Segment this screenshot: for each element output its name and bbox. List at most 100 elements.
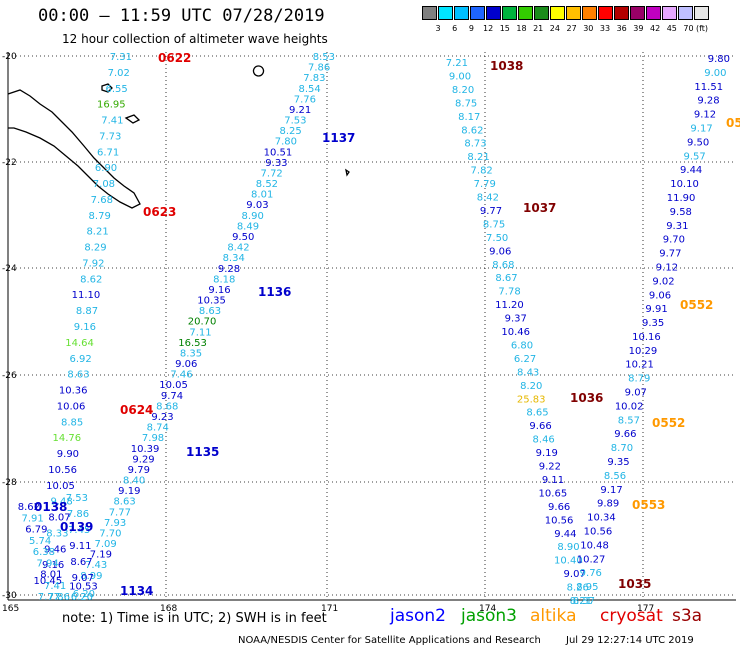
pass-time-label: 0623 [143,205,176,219]
wave-height-value: 9.23 [151,412,173,423]
wave-height-value: 10.05 [46,481,75,492]
wave-height-value: 8.29 [84,243,106,254]
legend-label: 21 [533,24,544,33]
wave-height-value: 8.90 [242,211,264,222]
chart-title: 00:00 – 11:59 UTC 07/28/2019 [38,6,325,26]
wave-height-value: 9.48 [50,497,72,508]
wave-height-value: 9.12 [656,262,678,273]
satellite-jason2: jason2 [390,606,446,626]
lat-tick-label: -28 [2,478,17,488]
pass-time-label: 0624 [120,403,153,417]
wave-height-value: 8.63 [199,306,221,317]
wave-height-value: 8.42 [227,243,249,254]
wave-height-value: 9.31 [666,221,688,232]
wave-height-value: 6.90 [95,163,117,174]
wave-height-value: 7.41 [101,116,123,127]
legend-label: 6 [452,24,458,33]
wave-height-value: 8.75 [455,98,477,109]
wave-height-value: 6.71 [97,147,119,158]
wave-height-value: 9.46 [44,544,66,555]
wave-height-value: 8.53 [313,52,335,63]
wave-height-value: 6.20 [73,589,95,600]
new-caledonia-coast [7,89,141,209]
wave-height-value: 9.19 [118,486,140,497]
island-1 [101,83,113,93]
wave-height-value: 9.44 [554,529,576,540]
wave-height-value: 7.50 [486,233,508,244]
wave-height-value: 9.28 [697,96,719,107]
wave-height-value: 8.21 [86,227,108,238]
wave-height-value: 7.68 [91,195,113,206]
wave-height-value: 7.91 [21,513,43,524]
lon-tick-label: 177 [637,604,654,614]
legend-swatch [694,6,709,20]
wave-height-value: 9.70 [663,235,685,246]
wave-height-value: 10.36 [59,386,88,397]
wave-height-value: 20.70 [188,317,217,328]
wave-height-value: 8.74 [147,423,169,434]
wave-height-value: 8.42 [477,193,499,204]
wave-height-value: 6.20 [71,592,93,603]
wave-height-value: 8.67 [70,557,92,568]
lat-tick-label: -26 [2,371,17,381]
wave-height-value: 9.66 [614,429,636,440]
lat-tick-label: -24 [2,264,17,274]
footer-note: note: 1) Time is in UTC; 2) SWH is in fe… [62,611,327,626]
wave-height-value: 10.27 [577,554,606,565]
wave-height-value: 9.11 [542,475,564,486]
wave-height-value: 7.92 [82,258,104,269]
wave-height-value: 8.21 [570,596,592,607]
wave-height-value: 7.21 [446,58,468,69]
wave-height-value: 25.83 [517,394,546,405]
wave-height-value: 7.53 [284,116,306,127]
wave-height-value: 8.33 [46,528,68,539]
pass-time-labels: 0622 0623 0624 1137 1136 1135 1134 0138 0139 1038… [34,51,740,598]
wave-height-value: 7.43 [85,560,107,571]
wave-height-value: 9.00 [704,68,726,79]
legend-swatch [454,6,469,20]
wave-height-value: 9.00 [449,71,471,82]
wave-height-value: 9.76 [580,568,602,579]
wave-height-value: 7.98 [142,433,164,444]
pass-time-label: 0553 [632,498,665,512]
satellite-s3a: s3a [672,606,703,626]
wave-height-value: 6.80 [511,340,533,351]
wave-height-value: 9.07 [564,569,586,580]
island-3 [252,65,265,77]
wave-height-value: 7.19 [90,550,112,561]
wave-height-value: 8.21 [467,152,489,163]
lat-tick-label: -20 [2,52,17,62]
lat-lon-grid [7,52,736,601]
wave-height-value: 8.68 [492,260,514,271]
wave-height-value: 8.54 [298,84,320,95]
wave-height-value: 7.80 [275,137,297,148]
wave-height-value: 8.62 [18,502,40,513]
wave-height-value: 11.10 [72,290,101,301]
wave-height-value: 7.79 [474,179,496,190]
wave-height-value: 7.86 [67,509,89,520]
wave-height-value: 7.77 [38,592,60,603]
wave-height-value: 10.16 [632,332,661,343]
legend-label: 9 [468,24,474,33]
wave-height-value: 8.68 [156,401,178,412]
chart-subtitle: 12 hour collection of altimeter wave hei… [62,32,328,46]
island-4 [345,168,350,177]
wave-height-value: 16.95 [97,100,126,111]
legend-label: 42 [650,24,661,33]
island-2 [124,114,141,124]
wave-height-value: 8.65 [526,408,548,419]
pass-time-label: 1035 [618,577,651,591]
legend-label: 3 [435,24,441,33]
wave-height-value: 8.37 [573,596,595,607]
legend-swatch [646,6,661,20]
wave-height-value: 5.74 [29,536,51,547]
wave-height-value: 10.29 [629,346,658,357]
wave-height-value: 10.21 [625,360,654,371]
pass-time-label: 1136 [258,285,291,299]
satellite-jason3: jason3 [461,606,517,626]
legend-swatch [518,6,533,20]
lat-tick-label: -22 [2,158,17,168]
wave-height-value: 8.17 [458,112,480,123]
pass-time-label: 1036 [570,391,603,405]
